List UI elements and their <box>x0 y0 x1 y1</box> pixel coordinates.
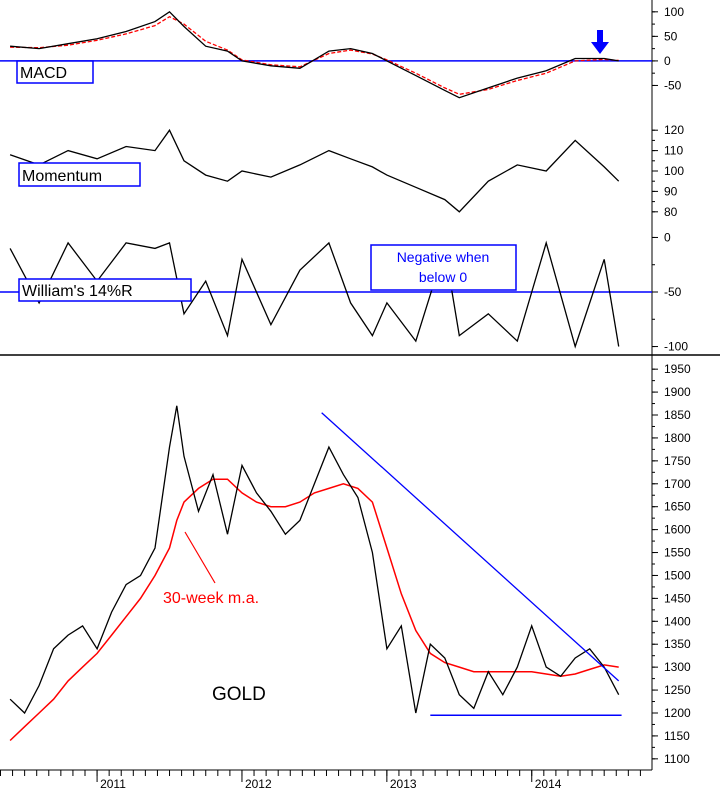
gold-label: GOLD <box>212 684 266 705</box>
y-tick-label: 1100 <box>664 752 690 766</box>
williams-r-line <box>9 240 620 349</box>
y-tick-label: 1350 <box>664 637 691 651</box>
annotation-line-2: below 0 <box>419 269 467 285</box>
macd-label-box <box>16 60 94 84</box>
gold-price-line <box>9 405 620 715</box>
williams-label-box <box>18 278 192 302</box>
y-tick-label: 1750 <box>664 454 691 468</box>
moving-average-label: 30-week m.a. <box>163 590 259 607</box>
y-tick-label: 1250 <box>664 683 691 697</box>
series-layer <box>0 10 652 742</box>
ma-label-pointer <box>184 531 216 584</box>
down-arrow-icon <box>591 30 609 54</box>
text-layer: 100 50 0 -50 120 110 100 90 80 0 -50 -100 1950 1900 18… <box>16 5 691 791</box>
y-tick-label: -50 <box>664 285 682 299</box>
macd-line <box>10 10 619 99</box>
y-tick-label: 100 <box>664 164 684 178</box>
y-tick-label: 1200 <box>664 706 691 720</box>
y-tick-label: 80 <box>664 205 678 219</box>
y-tick-label: 1900 <box>664 385 691 399</box>
y-tick-label: 1850 <box>664 408 691 422</box>
y-tick-label: 1600 <box>664 523 691 537</box>
y-tick-label: 100 <box>664 5 684 19</box>
momentum-label: Momentum <box>22 168 102 185</box>
momentum-line <box>9 128 620 213</box>
y-tick-label: -50 <box>664 78 682 92</box>
williams-label: William's 14%R <box>22 283 133 300</box>
y-tick-label: 1800 <box>664 431 691 445</box>
x-tick-label: 2012 <box>245 777 272 791</box>
y-tick-label: 90 <box>664 184 678 198</box>
annotation-line-1: Negative when <box>397 249 490 265</box>
macd-signal-line <box>10 15 619 95</box>
macd-label: MACD <box>20 65 67 82</box>
y-tick-label: 1950 <box>664 362 691 376</box>
y-tick-label: 0 <box>664 230 671 244</box>
x-tick-label: 2014 <box>535 777 562 791</box>
y-tick-label: 120 <box>664 123 684 137</box>
y-tick-label: 110 <box>664 144 683 158</box>
y-tick-label: -100 <box>664 340 688 354</box>
moving-average-line <box>9 478 619 742</box>
y-tick-label: 50 <box>664 29 678 43</box>
annotation-box <box>370 244 517 291</box>
y-tick-label: 0 <box>664 54 671 68</box>
y-tick-label: 1450 <box>664 591 691 605</box>
y-tick-label: 1500 <box>664 568 691 582</box>
x-tick-label: 2013 <box>390 777 417 791</box>
y-tick-label: 1300 <box>664 660 691 674</box>
downtrend-line <box>321 412 620 682</box>
y-tick-label: 1400 <box>664 614 691 628</box>
y-tick-label: 1650 <box>664 500 691 514</box>
y-tick-label: 1700 <box>664 477 691 491</box>
x-tick-label: 2011 <box>100 777 126 791</box>
y-tick-label: 1150 <box>664 729 690 743</box>
y-tick-label: 1550 <box>664 546 691 560</box>
momentum-label-box <box>18 162 141 187</box>
